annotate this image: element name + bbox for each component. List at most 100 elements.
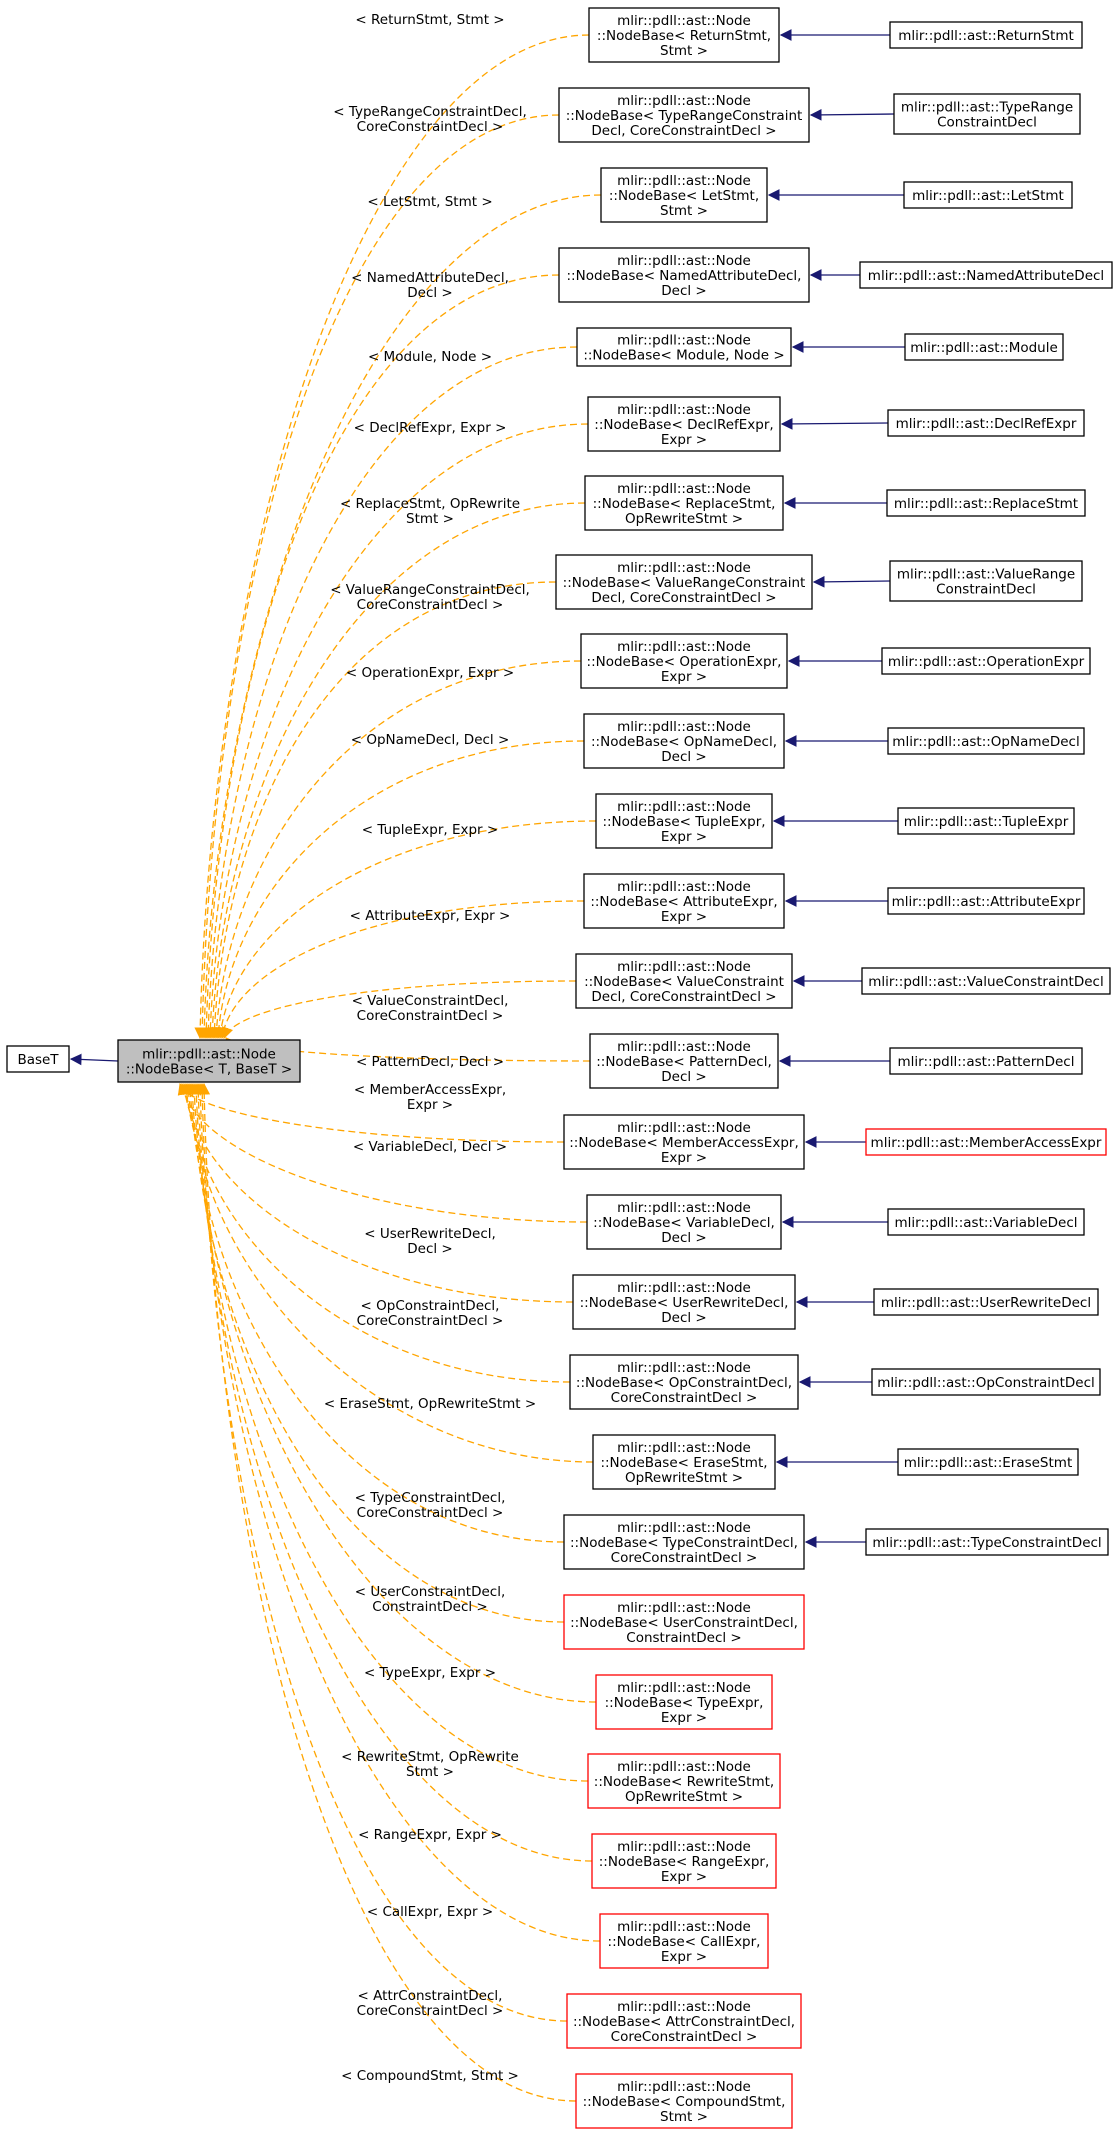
- template-edge: [212, 740, 585, 1040]
- derived-class-node[interactable]: mlir::pdll::ast::TupleExpr: [897, 807, 1075, 835]
- nodebase-instance-node-box: [580, 633, 788, 689]
- nodebase-instance-node-box: [563, 1114, 805, 1170]
- nodebase-instance-node[interactable]: mlir::pdll::ast::Node::NodeBase< MemberA…: [563, 1114, 805, 1170]
- nodebase-instance-node[interactable]: mlir::pdll::ast::Node::NodeBase< LetStmt…: [600, 167, 768, 223]
- nodebase-instance-node[interactable]: mlir::pdll::ast::Node::NodeBase< OpConst…: [569, 1354, 799, 1410]
- nodebase-instance-node[interactable]: mlir::pdll::ast::Node::NodeBase< Module,…: [576, 327, 792, 367]
- nodebase-instance-node-label: Expr >: [661, 829, 707, 845]
- template-edge: [190, 1082, 589, 1782]
- derived-class-node-label: mlir::pdll::ast::TypeRange: [901, 100, 1073, 116]
- nodebase-instance-node[interactable]: mlir::pdll::ast::Node::NodeBase< CallExp…: [599, 1913, 769, 1969]
- derived-class-node[interactable]: mlir::pdll::ast::ValueConstraintDecl: [861, 967, 1111, 995]
- nodebase-instance-node[interactable]: mlir::pdll::ast::Node::NodeBase< EraseSt…: [592, 1434, 776, 1490]
- derived-class-node[interactable]: mlir::pdll::ast::ReplaceStmt: [886, 489, 1086, 517]
- derived-class-node[interactable]: mlir::pdll::ast::NamedAttributeDecl: [859, 261, 1113, 289]
- nodebase-instance-node-label: mlir::pdll::ast::Node: [617, 1759, 751, 1775]
- nodebase-instance-node[interactable]: mlir::pdll::ast::Node::NodeBase< Operati…: [580, 633, 788, 689]
- template-edge: [202, 346, 578, 1040]
- nodebase-instance-node[interactable]: mlir::pdll::ast::Node::NodeBase< TypeRan…: [558, 87, 810, 143]
- nodebase-instance-node-box: [558, 87, 810, 143]
- nodebase-instance-node-label: ::NodeBase< CallExpr,: [608, 1934, 761, 1950]
- nodebase-instance-node[interactable]: mlir::pdll::ast::Node::NodeBase< ValueRa…: [555, 554, 813, 610]
- template-argument-label: < ReturnStmt, Stmt >: [355, 12, 504, 28]
- nodebase-template-node-label: mlir::pdll::ast::Node: [142, 1047, 276, 1063]
- nodebase-instance-node[interactable]: mlir::pdll::ast::Node::NodeBase< AttrCon…: [566, 1993, 802, 2049]
- nodebase-instance-node-label: Decl, CoreConstraintDecl >: [591, 989, 776, 1005]
- template-argument-text: CoreConstraintDecl >: [357, 1505, 504, 1521]
- template-argument-label: < RewriteStmt, OpRewriteStmt >: [341, 1749, 519, 1780]
- template-edge: [188, 1082, 597, 1703]
- derived-class-node[interactable]: mlir::pdll::ast::LetStmt: [903, 181, 1073, 209]
- derived-class-node[interactable]: mlir::pdll::ast::VariableDecl: [887, 1208, 1085, 1236]
- nodebase-instance-node[interactable]: mlir::pdll::ast::Node::NodeBase< RangeEx…: [591, 1833, 777, 1889]
- nodebase-instance-node[interactable]: mlir::pdll::ast::Node::NodeBase< ValueCo…: [575, 953, 793, 1009]
- inheritance-edge: [69, 1053, 119, 1066]
- nodebase-instance-node-label: ::NodeBase< RangeExpr,: [599, 1854, 770, 1870]
- template-argument-text: < PatternDecl, Decl >: [356, 1054, 504, 1070]
- derived-class-node-box: [904, 333, 1064, 361]
- base-node-box: [6, 1045, 70, 1073]
- nodebase-instance-node[interactable]: mlir::pdll::ast::Node::NodeBase< Rewrite…: [587, 1753, 781, 1809]
- nodebase-instance-node[interactable]: mlir::pdll::ast::Node::NodeBase< Compoun…: [575, 2073, 793, 2129]
- template-argument-text: CoreConstraintDecl >: [357, 2003, 504, 2019]
- nodebase-instance-node-label: Expr >: [661, 1710, 707, 1726]
- nodebase-instance-node-label: mlir::pdll::ast::Node: [617, 1839, 751, 1855]
- derived-class-node[interactable]: mlir::pdll::ast::ValueRangeConstraintDec…: [889, 560, 1083, 602]
- derived-class-node-box: [871, 1368, 1101, 1396]
- derived-class-node[interactable]: mlir::pdll::ast::OperationExpr: [881, 647, 1091, 675]
- derived-class-node-box: [889, 560, 1083, 602]
- derived-class-node[interactable]: mlir::pdll::ast::ReturnStmt: [889, 21, 1083, 49]
- nodebase-instance-node[interactable]: mlir::pdll::ast::Node::NodeBase< Replace…: [584, 475, 784, 531]
- nodebase-instance-node[interactable]: mlir::pdll::ast::Node::NodeBase< TupleEx…: [595, 793, 773, 849]
- nodebase-instance-node-label: Decl, CoreConstraintDecl >: [591, 123, 776, 139]
- nodebase-instance-node[interactable]: mlir::pdll::ast::Node::NodeBase< NamedAt…: [558, 247, 810, 303]
- nodebase-instance-node-label: mlir::pdll::ast::Node: [617, 719, 751, 735]
- derived-class-node[interactable]: mlir::pdll::ast::OpNameDecl: [887, 727, 1085, 755]
- nodebase-instance-node[interactable]: mlir::pdll::ast::Node::NodeBase< Pattern…: [589, 1033, 779, 1089]
- template-argument-text: < ReplaceStmt, OpRewrite: [340, 496, 520, 512]
- nodebase-instance-node[interactable]: mlir::pdll::ast::Node::NodeBase< OpNameD…: [583, 713, 785, 769]
- derived-class-node[interactable]: mlir::pdll::ast::Module: [904, 333, 1064, 361]
- base-node[interactable]: BaseT: [6, 1045, 70, 1073]
- derived-class-node[interactable]: mlir::pdll::ast::MemberAccessExpr: [865, 1128, 1107, 1156]
- template-argument-text: < DeclRefExpr, Expr >: [354, 420, 507, 436]
- template-argument-text: < ValueRangeConstraintDecl,: [330, 582, 530, 598]
- derived-class-node[interactable]: mlir::pdll::ast::UserRewriteDecl: [873, 1288, 1099, 1316]
- derived-class-node[interactable]: mlir::pdll::ast::AttributeExpr: [887, 887, 1085, 915]
- nodebase-instance-node[interactable]: mlir::pdll::ast::Node::NodeBase< UserCon…: [563, 1594, 805, 1650]
- derived-class-node[interactable]: mlir::pdll::ast::TypeConstraintDecl: [865, 1528, 1109, 1556]
- template-argument-label: < ReplaceStmt, OpRewriteStmt >: [340, 496, 520, 527]
- template-edge: [204, 423, 589, 1040]
- nodebase-instance-node[interactable]: mlir::pdll::ast::Node::NodeBase< Attribu…: [583, 873, 785, 929]
- nodebase-instance-node[interactable]: mlir::pdll::ast::Node::NodeBase< UserRew…: [572, 1274, 796, 1330]
- nodebase-instance-node[interactable]: mlir::pdll::ast::Node::NodeBase< Variabl…: [586, 1194, 782, 1250]
- derived-class-node-box: [881, 647, 1091, 675]
- nodebase-instance-node-label: ::NodeBase< CompoundStmt,: [583, 2094, 786, 2110]
- derived-class-node-label: mlir::pdll::ast::ReturnStmt: [898, 28, 1074, 44]
- nodebase-instance-node[interactable]: mlir::pdll::ast::Node::NodeBase< ReturnS…: [588, 7, 780, 63]
- derived-class-node[interactable]: mlir::pdll::ast::DeclRefExpr: [887, 409, 1085, 437]
- derived-class-node-box: [893, 93, 1081, 135]
- nodebase-instance-node[interactable]: mlir::pdll::ast::Node::NodeBase< DeclRef…: [587, 396, 781, 452]
- template-argument-text: < MemberAccessExpr,: [354, 1082, 506, 1098]
- derived-class-node[interactable]: mlir::pdll::ast::EraseStmt: [897, 1448, 1079, 1476]
- template-edge: [200, 274, 560, 1040]
- nodebase-template-node-label: ::NodeBase< T, BaseT >: [126, 1062, 292, 1078]
- nodebase-instance-node-box: [587, 396, 781, 452]
- derived-class-node[interactable]: mlir::pdll::ast::PatternDecl: [889, 1047, 1083, 1075]
- template-argument-label: < UserRewriteDecl,Decl >: [364, 1226, 496, 1257]
- derived-class-node[interactable]: mlir::pdll::ast::OpConstraintDecl: [871, 1368, 1101, 1396]
- nodebase-instance-node[interactable]: mlir::pdll::ast::Node::NodeBase< TypeCon…: [563, 1514, 805, 1570]
- template-argument-text: < ValueConstraintDecl,: [352, 993, 509, 1009]
- nodebase-instance-node-label: Stmt >: [660, 43, 708, 59]
- nodebase-template-node[interactable]: mlir::pdll::ast::Node::NodeBase< T, Base…: [117, 1039, 301, 1083]
- derived-class-node[interactable]: mlir::pdll::ast::TypeRangeConstraintDecl: [893, 93, 1081, 135]
- template-edge: [177, 1082, 565, 1143]
- derived-class-node-label: mlir::pdll::ast::ValueRange: [897, 567, 1075, 583]
- nodebase-instance-node-box: [592, 1434, 776, 1490]
- template-argument-text: Expr >: [407, 1097, 453, 1113]
- nodebase-instance-node-label: Decl >: [661, 1069, 706, 1085]
- nodebase-instance-node[interactable]: mlir::pdll::ast::Node::NodeBase< TypeExp…: [595, 1674, 773, 1730]
- nodebase-instance-node-label: ::NodeBase< OpNameDecl,: [591, 734, 777, 750]
- template-argument-label: < VariableDecl, Decl >: [353, 1139, 507, 1155]
